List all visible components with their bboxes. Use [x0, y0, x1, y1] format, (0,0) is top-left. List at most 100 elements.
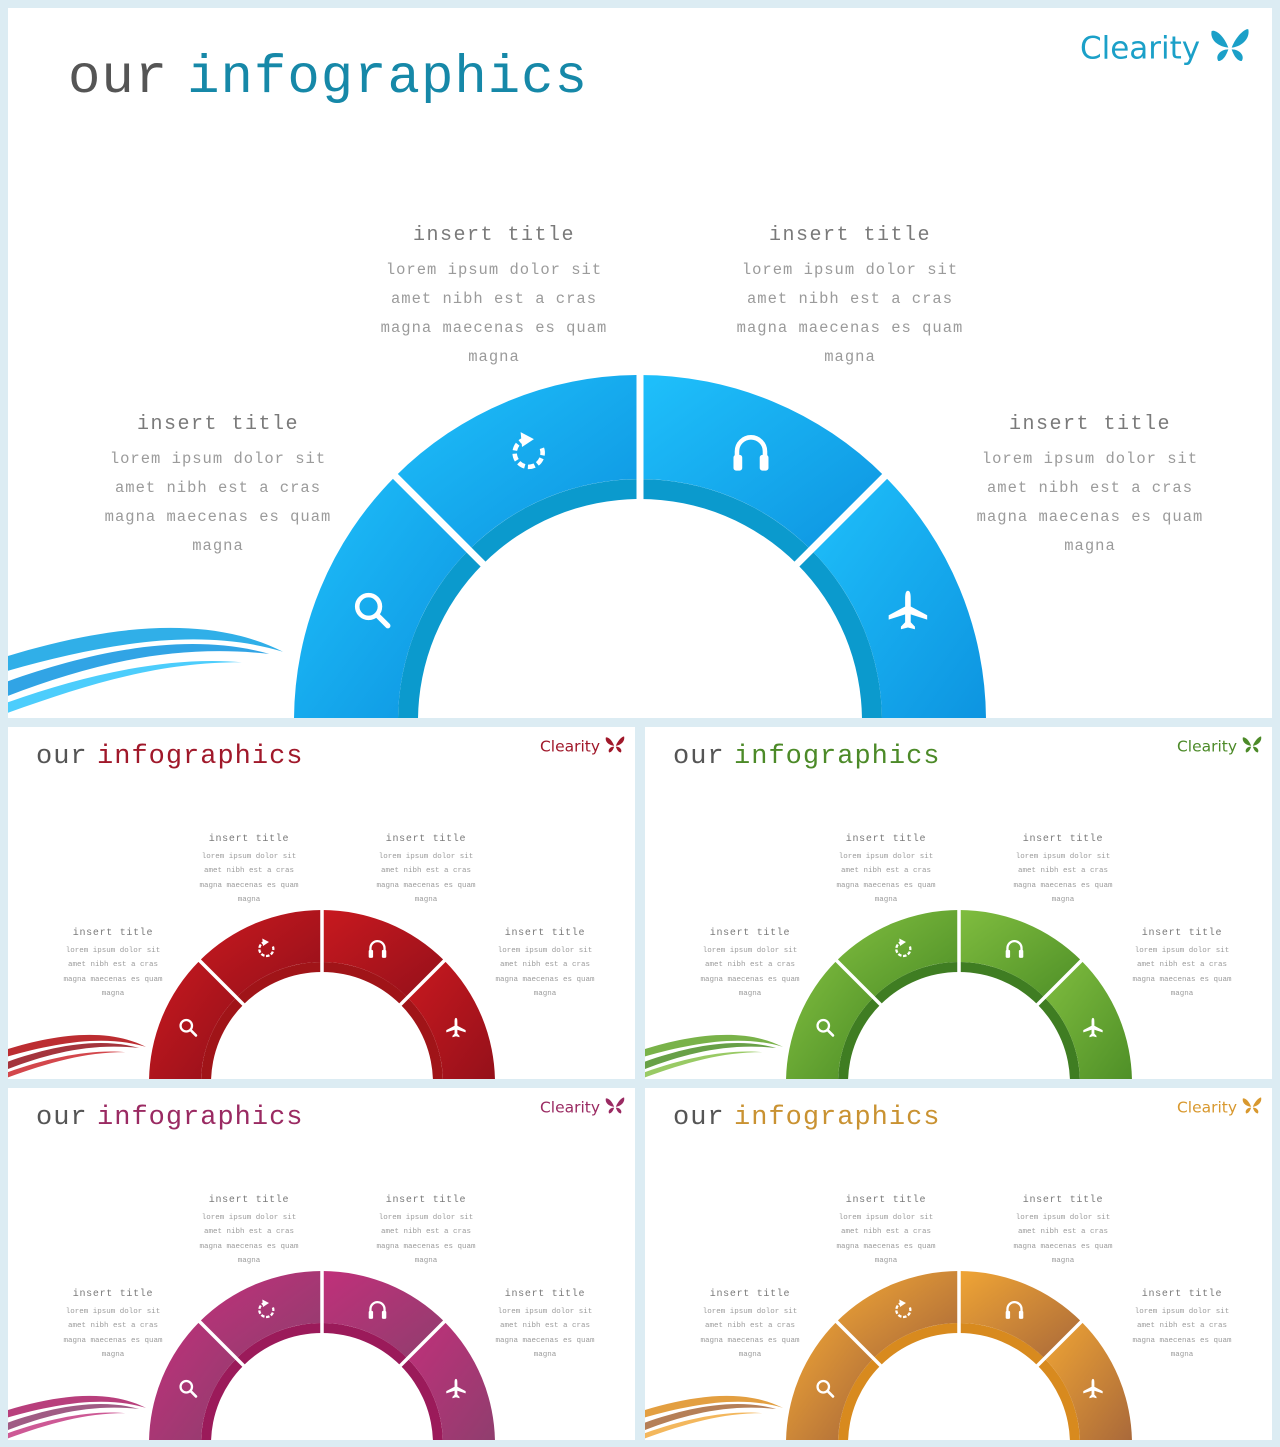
- wave-decoration: [645, 1412, 763, 1439]
- block-title: insert title: [709, 928, 791, 939]
- block-title: insert title: [845, 1195, 927, 1206]
- text-block-top-right: insert title lorem ipsum dolor sit amet …: [720, 221, 980, 372]
- block-title: insert title: [1008, 413, 1172, 436]
- block-line: magna maecenas es quam: [495, 975, 595, 984]
- brand-name: Clearity: [1079, 30, 1201, 67]
- refresh-icon: [258, 1299, 275, 1319]
- block-title: insert title: [385, 834, 467, 845]
- slide-green: our infographics Clearity insert title lo…: [645, 727, 1272, 1079]
- block-line: magna maecenas es quam: [700, 1336, 800, 1345]
- block-line: magna maecenas es quam: [376, 1242, 476, 1251]
- block-line: magna maecenas es quam: [1132, 975, 1232, 984]
- block-line: magna maecenas es quam: [495, 1336, 595, 1345]
- refresh-icon: [258, 938, 275, 958]
- ring-divider: [397, 958, 447, 1008]
- text-block-right: insert title lorem ipsum dolor sit amet …: [1117, 927, 1247, 1002]
- ring-divider: [834, 1319, 884, 1369]
- block-line: amet nibh est a cras: [704, 961, 795, 969]
- block-line: magna: [237, 896, 261, 904]
- block-line: lorem ipsum dolor sit: [201, 1213, 297, 1222]
- block-line: magna: [101, 990, 125, 998]
- block-line: lorem ipsum dolor sit: [981, 450, 1199, 468]
- block-title: insert title: [768, 224, 932, 247]
- text-block-top-right: insert title lorem ipsum dolor sit amet …: [998, 833, 1128, 908]
- headphones-icon: [1005, 940, 1024, 958]
- wave-decoration: [8, 1043, 140, 1069]
- block-line: lorem ipsum dolor sit: [838, 852, 934, 861]
- text-block-left: insert title lorem ipsum dolor sit amet …: [685, 1288, 815, 1363]
- block-line: lorem ipsum dolor sit: [201, 852, 297, 861]
- block-title: insert title: [136, 413, 300, 436]
- text-block-left: insert title lorem ipsum dolor sit amet …: [48, 1288, 178, 1363]
- butterfly-icon: [605, 1096, 625, 1120]
- block-line: lorem ipsum dolor sit: [497, 1307, 593, 1316]
- wave-decoration: [8, 1404, 140, 1430]
- slide-main: our infographics Clearity insert title lo…: [8, 8, 1272, 718]
- block-line: lorem ipsum dolor sit: [385, 261, 603, 279]
- slide-red: our infographics Clearity insert title lo…: [8, 727, 635, 1079]
- block-line: lorem ipsum dolor sit: [702, 1307, 798, 1316]
- text-block-left: insert title lorem ipsum dolor sit amet …: [88, 410, 348, 561]
- block-line: amet nibh est a cras: [499, 1322, 590, 1330]
- search-icon: [816, 1379, 835, 1398]
- airplane-icon: [888, 590, 928, 630]
- headphones-icon: [733, 435, 769, 471]
- text-block-right: insert title lorem ipsum dolor sit amet …: [480, 1288, 610, 1363]
- block-title: insert title: [1141, 928, 1223, 939]
- title-word-2: infographics: [734, 742, 941, 772]
- block-line: lorem ipsum dolor sit: [378, 1213, 474, 1222]
- block-line: amet nibh est a cras: [499, 961, 590, 969]
- ring-divider: [1034, 1319, 1084, 1369]
- block-line: lorem ipsum dolor sit: [497, 946, 593, 955]
- ring-segment: [811, 476, 986, 718]
- block-line: magna maecenas es quam: [1013, 1242, 1113, 1251]
- block-line: magna: [192, 537, 244, 555]
- block-line: amet nibh est a cras: [67, 1322, 158, 1330]
- block-line: magna maecenas es quam: [376, 881, 476, 890]
- block-title: insert title: [412, 224, 576, 247]
- block-line: amet nibh est a cras: [380, 867, 471, 875]
- text-block-right: insert title lorem ipsum dolor sit amet …: [480, 927, 610, 1002]
- title-word-2: infographics: [734, 1103, 941, 1133]
- title-word-2: infographics: [187, 48, 588, 109]
- block-line: magna maecenas es quam: [1132, 1336, 1232, 1345]
- text-block-top-right: insert title lorem ipsum dolor sit amet …: [361, 1194, 491, 1269]
- block-line: magna maecenas es quam: [63, 1336, 163, 1345]
- block-line: magna maecenas es quam: [836, 881, 936, 890]
- refresh-icon: [895, 938, 912, 958]
- ring-segment: [836, 1271, 959, 1359]
- text-block-top-left: insert title lorem ipsum dolor sit amet …: [184, 1194, 314, 1269]
- block-line: magna: [1064, 537, 1116, 555]
- title-word-1: our: [36, 1103, 88, 1133]
- ring-segment: [407, 1321, 495, 1440]
- airplane-icon: [446, 1378, 466, 1399]
- block-line: magna: [738, 1351, 762, 1359]
- infographic-art: [645, 908, 1132, 1079]
- block-line: lorem ipsum dolor sit: [378, 852, 474, 861]
- ring-divider: [793, 472, 889, 568]
- brand-name: Clearity: [539, 1098, 601, 1117]
- infographic-art: [8, 373, 986, 718]
- search-icon: [354, 592, 391, 629]
- wave-decoration: [645, 1051, 763, 1078]
- brand-name: Clearity: [539, 737, 601, 756]
- ring-divider: [834, 958, 884, 1008]
- block-line: magna: [1170, 1351, 1194, 1359]
- block-line: magna maecenas es quam: [836, 1242, 936, 1251]
- block-title: insert title: [709, 1289, 791, 1300]
- ring-segment: [199, 1271, 322, 1359]
- infographic-art: [645, 1269, 1132, 1440]
- page-title: our infographics: [68, 48, 588, 109]
- text-block-top-right: insert title lorem ipsum dolor sit amet …: [998, 1194, 1128, 1269]
- block-line: magna maecenas es quam: [380, 319, 608, 337]
- headphones-icon: [1005, 1301, 1024, 1319]
- block-line: magna: [101, 1351, 125, 1359]
- block-line: magna: [738, 990, 762, 998]
- butterfly-icon: [605, 735, 625, 759]
- infographic-art: [8, 1269, 495, 1440]
- block-line: amet nibh est a cras: [1136, 1322, 1227, 1330]
- block-title: insert title: [504, 1289, 586, 1300]
- block-line: magna: [1170, 990, 1194, 998]
- block-line: amet nibh est a cras: [704, 1322, 795, 1330]
- page-title: our infographics: [673, 1103, 940, 1133]
